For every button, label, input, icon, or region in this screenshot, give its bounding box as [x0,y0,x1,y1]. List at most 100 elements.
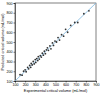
x-tick-label: 100 [13,83,19,87]
x-tick: 600 [63,81,69,87]
point [77,22,79,24]
y-tick: 100 [7,80,16,84]
point [27,66,29,68]
y-tick-mark [14,32,16,33]
point [30,66,32,68]
point [57,37,59,39]
y-tick: 400 [7,50,16,54]
point [39,55,41,57]
x-tick-label: 300 [33,83,39,87]
point [38,58,40,60]
point [49,45,51,47]
point [83,13,85,15]
y-tick-label: 600 [7,31,13,35]
y-tick-mark [14,52,16,53]
point [25,71,27,73]
point [74,22,76,24]
x-tick: 500 [53,81,59,87]
point [59,39,61,41]
point [65,28,67,30]
reference-line [15,3,96,81]
y-tick-label: 800 [7,11,13,15]
y-tick-mark [14,81,16,82]
x-tick-label: 800 [83,83,89,87]
y-tick-label: 300 [7,60,13,64]
point [56,41,58,43]
point [30,63,32,65]
chart: 100 200 300 400 500 600 700 800 900 100 200 300 400 5… [0,0,100,94]
point [88,10,90,12]
point [52,42,54,44]
point [29,65,31,67]
y-tick-mark [14,42,16,43]
point [63,35,65,37]
plot-frame [15,3,96,81]
x-tick: 100 [13,81,19,87]
x-tick-label: 900 [94,83,100,87]
x-axis: 100 200 300 400 500 600 700 800 900 [13,81,100,87]
point [42,54,44,56]
y-tick-label: 100 [7,80,13,84]
point [35,62,37,64]
point [53,45,55,47]
point [28,68,30,70]
x-tick: 900 [94,81,100,87]
y-tick: 700 [7,21,16,25]
point [41,52,43,54]
x-tick-label: 200 [23,83,29,87]
y-tick-mark [14,71,16,72]
point [36,58,38,60]
y-tick: 800 [7,11,16,15]
point [37,56,39,58]
y-tick-mark [14,23,16,24]
point [47,47,49,49]
point [67,31,69,33]
x-tick-label: 400 [43,83,49,87]
point [40,56,42,58]
y-tick-label: 500 [7,41,13,45]
y-tick-label: 900 [7,2,13,6]
point [61,34,63,36]
x-tick: 300 [33,81,39,87]
plot: 100 200 300 400 500 600 700 800 900 100 200 300 400 5… [7,2,100,87]
y-axis-line [14,4,16,82]
x-tick: 400 [43,81,49,87]
marks [15,3,96,81]
x-tick-label: 600 [63,83,69,87]
point [50,48,52,50]
point [24,69,26,71]
point [48,49,50,51]
y-tick: 300 [7,60,16,64]
point [37,60,39,62]
point [43,50,45,52]
point [34,59,36,61]
x-axis-title: Experimental critical volume (mL/mol) [24,89,88,93]
point [44,53,46,55]
x-tick: 800 [83,81,89,87]
point [31,64,33,66]
point [70,25,72,27]
point [54,40,56,42]
y-axis: 100 200 300 400 500 600 700 800 900 [7,2,16,84]
y-tick-label: 700 [7,21,13,25]
point [32,61,34,63]
point [23,70,25,72]
x-tick-label: 500 [53,83,59,87]
y-tick: 600 [7,31,16,35]
x-tick: 200 [23,81,29,87]
y-tick-mark [14,13,16,14]
y-tick: 200 [7,70,16,74]
y-tick-mark [14,3,16,4]
y-tick-label: 400 [7,50,13,54]
point [45,49,47,51]
y-tick: 500 [7,41,16,45]
y-axis-title: Predicted critical volume (mL/mol) [1,13,5,71]
point [33,63,35,65]
x-tick: 700 [73,81,79,87]
point [19,74,21,76]
y-tick: 900 [7,2,16,6]
point [21,74,23,76]
y-tick-label: 200 [7,70,13,74]
x-tick-label: 700 [73,83,79,87]
y-tick-mark [14,62,16,63]
